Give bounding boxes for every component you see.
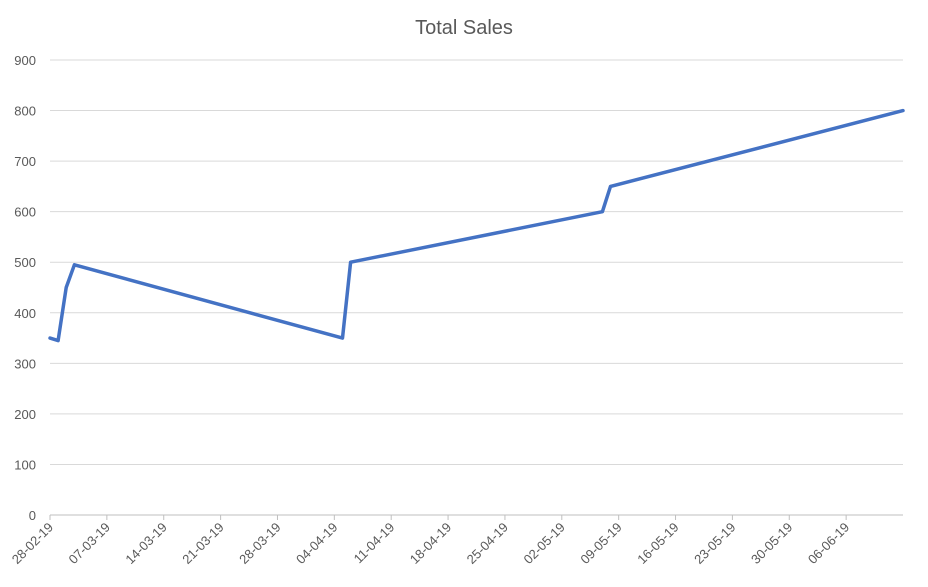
y-tick-label: 900 xyxy=(14,53,36,68)
x-tick-label: 28-03-19 xyxy=(236,520,283,567)
y-tick-label: 300 xyxy=(14,356,36,371)
data-point xyxy=(64,286,68,289)
x-tick-label: 02-05-19 xyxy=(521,520,568,567)
data-point xyxy=(600,210,604,214)
y-tick-label: 500 xyxy=(14,255,36,270)
data-point xyxy=(901,109,905,113)
x-tick-label: 06-06-19 xyxy=(805,520,852,567)
gridlines xyxy=(50,59,903,516)
y-tick-label: 800 xyxy=(14,104,36,119)
x-tick-label: 28-02-19 xyxy=(9,520,56,567)
y-axis-ticks: 0 100 200 300 400 500 600 700 800 900 xyxy=(14,53,36,523)
x-tick-label: 04-04-19 xyxy=(293,520,340,567)
data-point xyxy=(48,336,52,340)
y-tick-label: 200 xyxy=(14,407,36,422)
data-point xyxy=(56,339,60,343)
y-tick-label: 100 xyxy=(14,457,36,472)
series-layer xyxy=(48,108,905,343)
x-tick-label: 07-03-19 xyxy=(66,520,113,567)
x-tick-label: 16-05-19 xyxy=(634,520,681,567)
x-tick-label: 18-04-19 xyxy=(407,520,454,567)
chart-title: Total Sales xyxy=(415,17,513,39)
data-point xyxy=(340,336,344,340)
x-tick-label: 11-04-19 xyxy=(351,520,398,567)
x-tick-label: 25-04-19 xyxy=(464,520,511,567)
y-tick-label: 600 xyxy=(14,205,36,220)
x-tick-label: 21-03-19 xyxy=(179,520,226,567)
y-tick-label: 700 xyxy=(14,154,36,169)
data-point xyxy=(609,184,613,188)
series-line xyxy=(48,108,905,343)
y-tick-label: 0 xyxy=(29,508,36,523)
x-tick-label: 09-05-19 xyxy=(577,520,624,567)
data-point xyxy=(72,263,76,267)
x-tick-label: 14-03-19 xyxy=(122,520,169,567)
y-tick-label: 400 xyxy=(14,306,36,321)
x-tick-label: 23-05-19 xyxy=(691,520,738,567)
x-tick-label: 30-05-19 xyxy=(748,520,795,567)
data-point xyxy=(349,260,353,264)
x-axis-ticks: 28-02-19 07-03-19 14-03-19 21-03-19 28-03-19… xyxy=(9,515,852,567)
